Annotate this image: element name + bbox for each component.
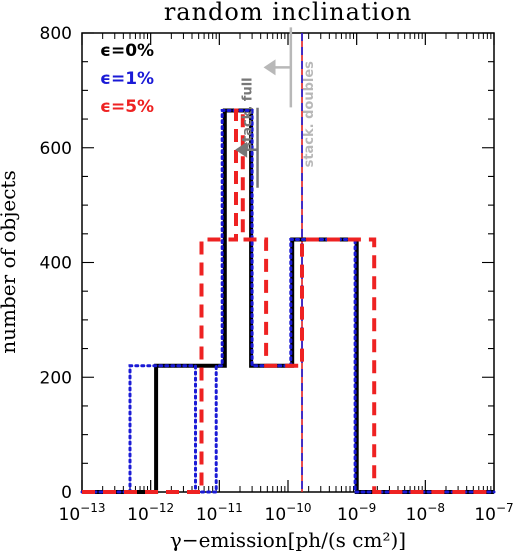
x-tick-label: 10−12 [127,501,174,525]
chart-title: random inclination [164,0,412,26]
x-tick-label: 10−13 [59,501,106,525]
x-tick-label: 10−7 [474,501,513,525]
legend-entry-1: ϵ=1% [100,69,154,89]
series-line-1 [80,109,496,494]
series-line-0 [82,108,494,494]
stack-doubles-label: stack. doubles [302,61,317,168]
x-tick-label: 10−11 [196,501,243,525]
y-tick-label: 800 [40,24,72,44]
y-tick-label: 600 [40,139,72,159]
stack-doubles-arrowhead [263,59,276,76]
x-tick-label: 10−9 [337,501,376,525]
stack-full-label: stack. full [241,77,256,149]
y-axis-title: number of objects [0,170,20,353]
stack-full-arrowhead [235,141,248,158]
annotations: stack. full stack. doubles [235,27,317,188]
x-tick-label: 10−10 [265,501,312,525]
x-axis-title: γ−emission[ph/(s cm²)] [170,528,406,552]
legend-entry-0: ϵ=0% [100,41,154,61]
y-tick-label: 400 [40,254,72,274]
axis-ticks [81,32,495,493]
y-tick-label: 200 [40,368,72,388]
x-tick-label: 10−8 [406,501,445,525]
legend: ϵ=0% ϵ=1% ϵ=5% [100,41,154,117]
series-line-2 [82,108,494,494]
y-tick-labels: 0 200 400 600 800 [40,24,72,503]
legend-entry-2: ϵ=5% [100,97,154,117]
y-tick-label: 0 [61,483,72,503]
x-tick-labels: 10−13 10−12 10−11 10−10 10−9 10−8 10−7 [59,501,514,525]
series-group [80,108,496,494]
